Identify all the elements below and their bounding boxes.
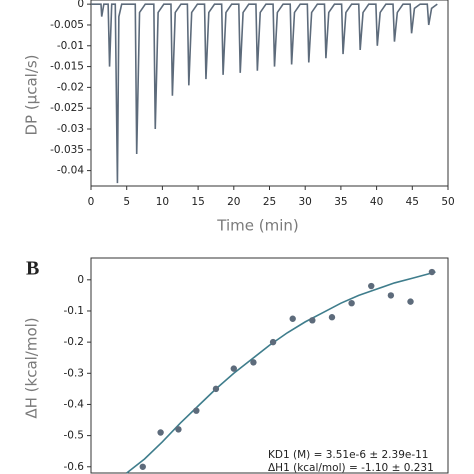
x-tick-label: 30 [299, 196, 312, 208]
x-tick-label: 0 [88, 196, 95, 208]
data-point [428, 268, 436, 276]
x-tick-label: 10 [156, 196, 169, 208]
x-tick-label: 40 [370, 196, 383, 208]
panel-label: B [26, 258, 39, 280]
y-tick-label: -0.1 [64, 305, 85, 317]
x-tick-label: 50 [441, 196, 454, 208]
y-tick-label: -0.6 [64, 461, 85, 473]
data-point [175, 426, 182, 433]
data-point [309, 317, 316, 324]
data-point [193, 407, 200, 414]
y-tick-label: 0 [77, 274, 84, 286]
x-tick-label: 5 [123, 196, 130, 208]
x-tick-label: 45 [406, 196, 419, 208]
y-tick-label: -0.035 [50, 144, 84, 156]
y-tick-label: -0.04 [57, 165, 84, 177]
y-tick-label: -0.5 [64, 430, 85, 442]
data-point [212, 385, 220, 393]
y-tick-label: -0.3 [64, 367, 85, 379]
annotation: ΔH1 (kcal/mol) = -1.10 ± 0.231 [268, 462, 434, 474]
y-tick-label: -0.4 [64, 398, 85, 410]
x-axis-label: Time (min) [216, 217, 298, 235]
y-tick-label: -0.005 [50, 19, 84, 31]
data-point [269, 338, 277, 346]
y-axis-label: DP (µcal/s) [23, 54, 41, 135]
data-point [368, 282, 375, 290]
data-point [289, 315, 296, 322]
data-point [157, 429, 164, 436]
y-tick-label: -0.025 [50, 102, 84, 114]
annotation: KD1 (M) = 3.51e-6 ± 2.39e-11 [268, 449, 428, 461]
y-tick-label: -0.01 [57, 40, 84, 52]
plot-frame [90, 257, 449, 474]
data-point [230, 365, 237, 372]
y-tick-label: -0.02 [57, 81, 84, 93]
data-point [407, 298, 414, 305]
data-point [250, 359, 257, 366]
data-point [139, 463, 146, 470]
fit-line [126, 271, 436, 474]
data-point [387, 292, 395, 299]
y-tick-label: -0.03 [57, 123, 84, 135]
x-tick-label: 15 [191, 196, 204, 208]
y-tick-label: -0.2 [64, 336, 85, 348]
x-tick-label: 20 [227, 196, 240, 208]
y-axis-label: ΔH (kcal/mol) [23, 317, 41, 418]
y-tick-label: -0.015 [50, 61, 84, 73]
thermogram-line [91, 3, 438, 184]
x-tick-label: 35 [334, 196, 347, 208]
data-point [348, 299, 355, 307]
y-tick-label: 0 [77, 0, 84, 10]
x-tick-label: 25 [263, 196, 276, 208]
data-point [328, 314, 336, 321]
